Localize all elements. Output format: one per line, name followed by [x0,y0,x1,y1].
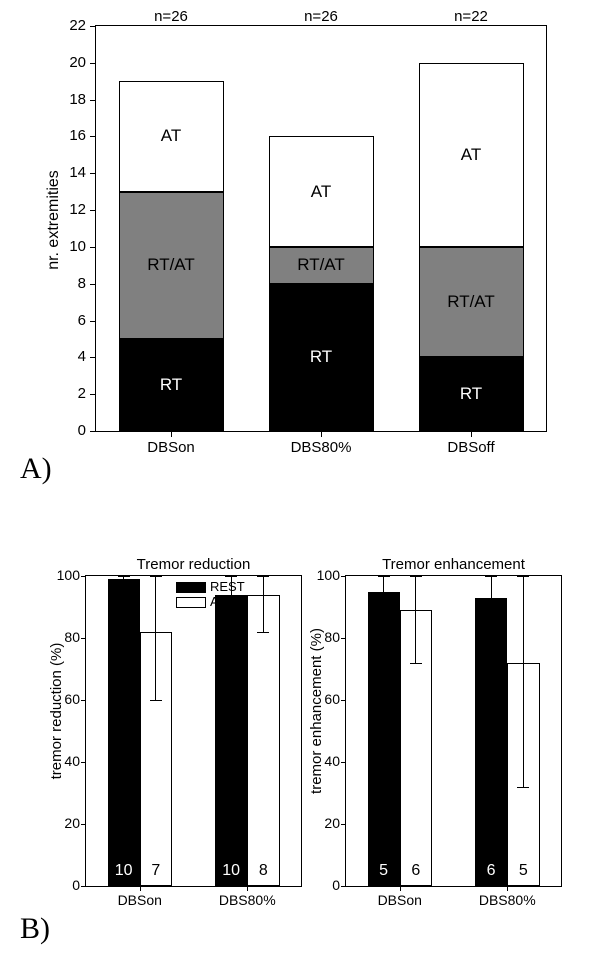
bar-chart-reduction: Tremor reduction020406080100tremor reduc… [85,575,302,887]
x-tick-label: DBS80% [202,892,292,908]
panel-letter-b: B) [20,912,50,946]
panel-letter-a: A) [20,452,52,486]
bar [368,592,400,887]
y-tick-label: 4 [56,348,86,365]
y-tick-label: 0 [56,422,86,439]
n-label: n=26 [281,8,361,25]
bar-n-label: 10 [215,862,247,880]
y-tick-label: 0 [48,877,80,893]
segment-label: RT/AT [419,292,524,312]
segment-label: RT [119,375,224,395]
legend-swatch [176,597,206,608]
y-tick-label: 0 [308,877,340,893]
bar-n-label: 5 [368,862,400,880]
y-tick-label: 100 [308,567,340,583]
segment-label: RT [419,384,524,404]
x-tick-label: DBSoff [421,439,521,456]
bar-n-label: 8 [247,862,279,880]
chart-title: Tremor enhancement [346,556,561,573]
y-axis-label: tremor enhancement (%) [308,611,325,811]
bar [215,595,247,886]
stacked-bar-chart: 0246810121416182022RTRT/ATATDBSonn=26RTR… [95,25,547,432]
y-tick-label: 20 [48,815,80,831]
x-tick-label: DBSon [95,892,185,908]
legend-swatch [176,582,206,593]
legend-label: REST [210,579,245,594]
bar-n-label: 5 [507,862,539,880]
bar-n-label: 6 [400,862,432,880]
x-tick-label: DBSon [355,892,445,908]
y-tick-label: 20 [308,815,340,831]
panel-a: 0246810121416182022RTRT/ATATDBSonn=26RTR… [30,10,570,490]
panel-b: Tremor reduction020406080100tremor reduc… [30,550,570,950]
y-axis-label-a: nr. extremities [45,120,63,320]
y-tick-label: 22 [56,17,86,34]
y-tick-label: 18 [56,91,86,108]
n-label: n=26 [131,8,211,25]
x-tick-label: DBS80% [462,892,552,908]
chart-title: Tremor reduction [86,556,301,573]
n-label: n=22 [431,8,511,25]
bar-n-label: 6 [475,862,507,880]
bar-n-label: 7 [140,862,172,880]
y-tick-label: 100 [48,567,80,583]
y-tick-label: 20 [56,54,86,71]
segment-label: AT [269,182,374,202]
segment-label: AT [119,126,224,146]
x-tick-label: DBSon [121,439,221,456]
bar-n-label: 10 [108,862,140,880]
segment-label: RT/AT [269,255,374,275]
segment-label: RT [269,347,374,367]
segment-label: AT [419,145,524,165]
segment-label: RT/AT [119,255,224,275]
y-axis-label: tremor reduction (%) [48,611,65,811]
x-tick-label: DBS80% [271,439,371,456]
bar [247,595,279,886]
bar [108,579,140,886]
y-tick-label: 2 [56,385,86,402]
bar-chart-enhancement: Tremor enhancement020406080100tremor enh… [345,575,562,887]
